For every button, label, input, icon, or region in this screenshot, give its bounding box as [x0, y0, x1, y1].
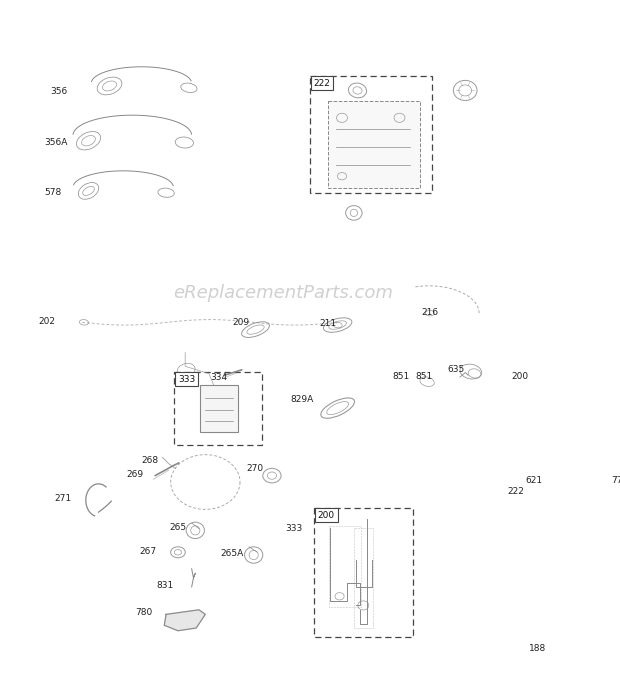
Text: 222: 222	[314, 78, 330, 87]
Text: 267: 267	[140, 547, 157, 556]
Text: 188: 188	[529, 644, 547, 653]
Text: 271: 271	[55, 494, 72, 503]
Text: 265: 265	[170, 523, 187, 532]
Text: 780: 780	[135, 608, 153, 617]
Bar	[174, 372, 262, 444]
Text: 773: 773	[611, 475, 620, 484]
Text: 851: 851	[415, 371, 433, 380]
Text: eReplacementParts.com: eReplacementParts.com	[173, 283, 393, 301]
Bar	[200, 385, 238, 432]
Text: 202: 202	[38, 317, 55, 326]
Text: 269: 269	[126, 470, 143, 479]
Bar	[329, 101, 420, 188]
Bar	[314, 508, 413, 638]
Text: 268: 268	[141, 457, 159, 466]
Polygon shape	[164, 610, 205, 631]
Text: 222: 222	[507, 486, 525, 495]
Text: 851: 851	[392, 371, 410, 380]
Bar	[310, 76, 432, 193]
Text: 356A: 356A	[44, 138, 67, 147]
Text: 265A: 265A	[220, 549, 243, 558]
Text: 211: 211	[319, 319, 337, 328]
Text: 635: 635	[447, 365, 464, 374]
Text: 829A: 829A	[290, 395, 314, 404]
Text: 356: 356	[50, 87, 68, 96]
Text: 831: 831	[156, 581, 174, 590]
Text: 621: 621	[526, 475, 542, 484]
Text: 333: 333	[178, 374, 195, 383]
Text: 200: 200	[511, 371, 528, 380]
Text: 209: 209	[232, 318, 250, 327]
Text: 578: 578	[44, 188, 61, 198]
Text: 216: 216	[422, 308, 439, 317]
Text: 334: 334	[210, 374, 227, 383]
Text: 270: 270	[246, 464, 264, 473]
Text: 200: 200	[317, 511, 335, 520]
Text: 333: 333	[286, 524, 303, 533]
